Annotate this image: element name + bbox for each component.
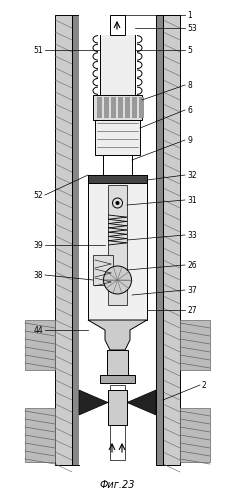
Bar (107, 350, 128, 375)
Bar (125, 97, 130, 118)
Bar (180, 320, 210, 370)
Bar (111, 97, 116, 118)
Bar (180, 408, 210, 462)
Bar (55, 15, 72, 465)
Bar (88, 175, 147, 320)
Bar (79, 15, 156, 465)
Text: 5: 5 (187, 45, 192, 54)
Bar (97, 97, 102, 118)
Text: 38: 38 (33, 270, 43, 279)
Bar (110, 15, 125, 35)
Bar (93, 255, 113, 285)
Bar (93, 95, 142, 120)
Bar (100, 35, 135, 95)
Text: 44: 44 (33, 326, 43, 335)
Text: 2: 2 (202, 380, 207, 389)
Bar (156, 15, 163, 465)
Bar (110, 385, 125, 460)
Text: 27: 27 (187, 305, 197, 315)
Text: 52: 52 (33, 191, 43, 200)
Bar (25, 408, 55, 462)
Text: 8: 8 (187, 81, 192, 90)
Bar (108, 390, 127, 425)
Bar (95, 120, 140, 155)
Text: 9: 9 (187, 135, 192, 144)
Text: 33: 33 (187, 231, 197, 240)
Text: 31: 31 (187, 196, 197, 205)
Text: 1: 1 (187, 10, 192, 19)
Polygon shape (88, 320, 147, 350)
Circle shape (115, 201, 120, 205)
Bar (103, 155, 132, 175)
Bar (100, 375, 135, 383)
Text: 32: 32 (187, 170, 197, 179)
Text: 37: 37 (187, 285, 197, 294)
Bar (88, 175, 147, 183)
Text: 51: 51 (33, 45, 43, 54)
Bar (72, 15, 79, 465)
Bar (132, 97, 137, 118)
Text: 6: 6 (187, 106, 192, 115)
Polygon shape (127, 390, 156, 415)
Bar (163, 15, 180, 465)
Text: 26: 26 (187, 260, 197, 269)
Text: 39: 39 (33, 241, 43, 249)
Text: Фиг.23: Фиг.23 (100, 480, 135, 490)
Bar (118, 97, 123, 118)
Bar (108, 185, 127, 305)
Bar (104, 97, 109, 118)
Circle shape (103, 266, 132, 294)
Text: 53: 53 (187, 23, 197, 32)
Polygon shape (79, 390, 108, 415)
Bar (139, 97, 144, 118)
Bar (25, 320, 55, 370)
